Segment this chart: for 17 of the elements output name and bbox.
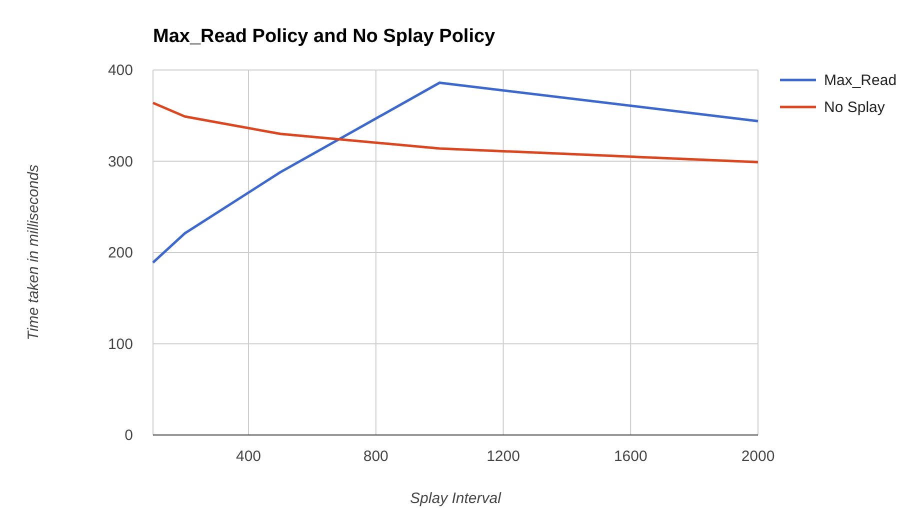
x-axis-title: Splay Interval [410,490,502,507]
chart-title: Max_Read Policy and No Splay Policy [153,26,496,47]
legend-label: No Splay [824,99,886,116]
x-tick-label: 1600 [614,448,648,465]
y-axis-title: Time taken in milliseconds [25,164,42,340]
x-tick-label: 800 [363,448,388,465]
legend-label: Max_Read [824,72,897,89]
line-series [152,82,760,264]
y-tick-label: 400 [108,62,133,79]
x-tick-label: 2000 [741,448,775,465]
y-tick-label: 0 [124,427,133,444]
y-tick-label: 300 [108,153,133,170]
y-tick-label: 100 [108,336,133,353]
line-series [152,102,760,164]
x-tick-label: 400 [236,448,262,465]
y-tick-label: 200 [108,244,133,262]
x-tick-label: 1200 [486,448,520,465]
